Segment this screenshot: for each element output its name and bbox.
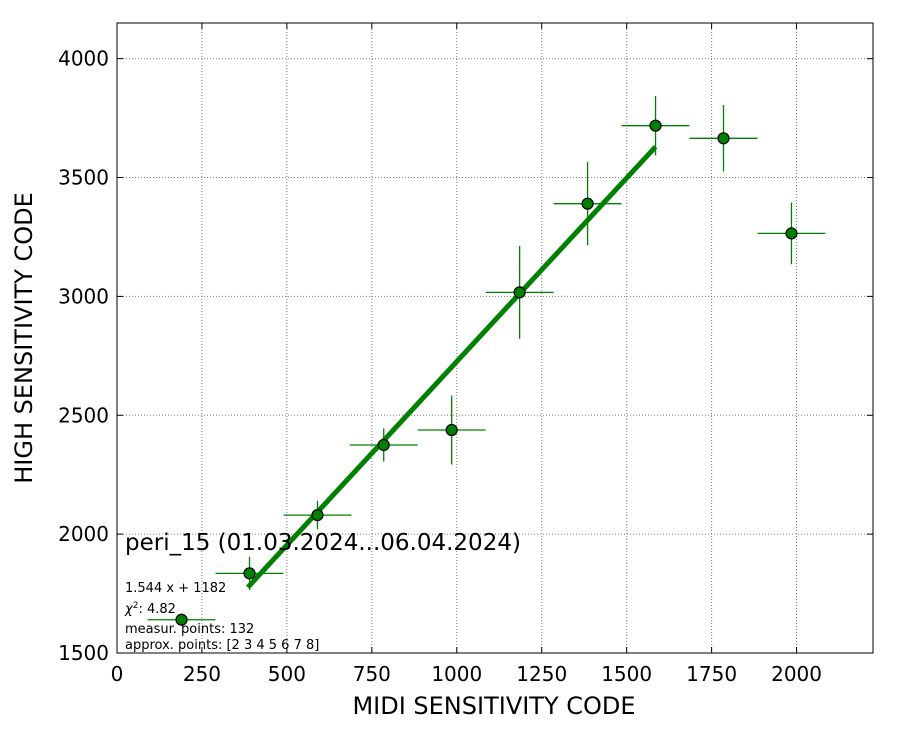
y-tick-label: 2500	[58, 403, 109, 427]
grid	[117, 23, 873, 653]
y-tick-label: 1500	[58, 641, 109, 665]
point-marker	[717, 132, 730, 145]
point-marker	[649, 119, 662, 132]
chart-annotation-title: peri_15 (01.03.2024...06.04.2024)	[125, 530, 521, 556]
data-point	[689, 105, 758, 172]
data-point	[621, 95, 690, 156]
x-tick-label: 2000	[771, 662, 822, 686]
x-tick-label: 0	[111, 662, 124, 686]
fit-line	[245, 145, 658, 589]
x-axis-title: MIDI SENSITIVITY CODE	[352, 692, 635, 720]
axis-ticks: 0 250 500 750 1000 1250 1500 1750 2000 1500 2000 25…	[58, 23, 873, 686]
plot-frame	[116, 22, 874, 654]
chi-superscript: 2	[133, 601, 139, 611]
x-tick-label: 1250	[516, 662, 567, 686]
data-point	[283, 500, 352, 530]
point-marker	[445, 423, 458, 437]
chi-value: : 4.82	[138, 602, 175, 617]
x-tick-label: 1000	[431, 662, 482, 686]
y-tick-label: 3500	[58, 166, 109, 190]
data-point	[147, 613, 216, 626]
y-tick-label: 4000	[58, 47, 109, 71]
x-tick-label: 500	[268, 662, 306, 686]
y-tick-label: 2000	[58, 522, 109, 546]
x-tick-label: 750	[353, 662, 391, 686]
point-marker	[311, 509, 324, 522]
point-marker	[377, 438, 390, 452]
point-marker	[243, 567, 256, 580]
approx-points-label: approx. points: [2 3 4 5 6 7 8]	[125, 638, 319, 653]
data-point	[417, 395, 486, 465]
y-tick-label: 3000	[58, 284, 109, 308]
measur-points-label: measur. points: 132	[125, 622, 254, 637]
point-marker	[581, 197, 594, 210]
fit-line-layer	[245, 145, 658, 589]
data-point	[553, 162, 622, 246]
point-marker	[785, 227, 798, 240]
x-tick-label: 1500	[601, 662, 652, 686]
data-point	[757, 202, 826, 265]
fit-equation: 1.544 x + 1182	[125, 581, 226, 596]
x-tick-label: 250	[183, 662, 221, 686]
data-point	[349, 428, 418, 462]
x-tick-label: 1750	[686, 662, 737, 686]
point-marker	[513, 286, 526, 299]
point-marker	[175, 613, 188, 626]
chi-symbol: χ	[124, 602, 134, 617]
chi-square-label: χ2: 4.82	[124, 601, 176, 617]
y-axis-title: HIGH SENSITIVITY CODE	[10, 192, 38, 484]
data-point	[215, 556, 284, 590]
data-points-layer	[147, 95, 826, 626]
data-point	[485, 245, 554, 339]
